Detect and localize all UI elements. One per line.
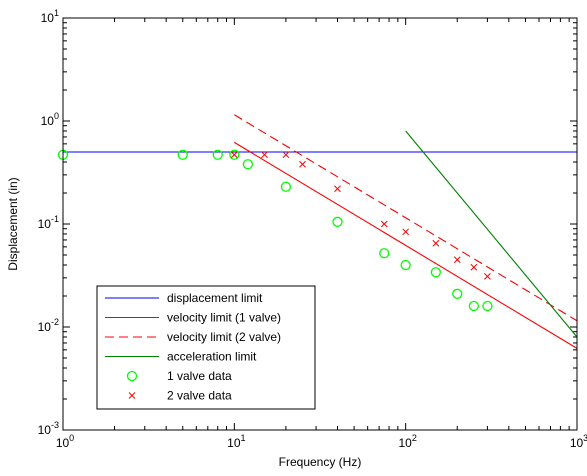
- data-point: [402, 228, 410, 236]
- data-point: [230, 151, 238, 159]
- series-line: [405, 130, 578, 338]
- legend-label: displacement limit: [167, 291, 263, 305]
- data-point: [280, 181, 292, 192]
- x-marker-stroke: [299, 160, 306, 168]
- x-marker-stroke: [432, 239, 440, 247]
- data-point: [334, 185, 341, 193]
- circle-marker: [400, 259, 411, 271]
- circle-marker: [212, 149, 223, 160]
- data-point: [453, 256, 461, 264]
- data-point: [261, 151, 268, 159]
- legend-item: 2 valve data: [128, 389, 232, 403]
- legend: displacement limit velocity limit (1 valv…: [96, 285, 316, 410]
- x-marker-stroke: [380, 220, 388, 228]
- data-point: [242, 159, 254, 170]
- x-tick-label: 101: [227, 433, 245, 450]
- circle-marker: [280, 181, 292, 192]
- legend-label: 1 valve data: [167, 369, 232, 383]
- data-point: [468, 300, 479, 312]
- y-tick-label: 100: [41, 111, 59, 128]
- x-marker-stroke: [128, 392, 136, 399]
- series-velocity-limit-1-valve: [234, 141, 578, 349]
- x-tick-label: 103: [570, 433, 587, 450]
- y-axis-label: Displacement (in): [6, 177, 20, 270]
- data-point: [482, 300, 493, 312]
- y-tick-label: 101: [41, 8, 59, 25]
- data-point: [430, 267, 441, 278]
- x-tick-label: 100: [56, 433, 74, 450]
- x-marker-stroke: [334, 185, 341, 193]
- data-point: [212, 149, 223, 160]
- x-marker-stroke: [230, 151, 238, 159]
- circle-marker: [430, 267, 441, 278]
- data-point: [484, 273, 491, 280]
- legend-item: acceleration limit: [105, 350, 257, 364]
- circle-marker: [482, 300, 493, 312]
- data-point: [400, 259, 411, 271]
- circle-marker: [452, 288, 463, 299]
- plot-frame: [62, 17, 578, 431]
- x-marker-stroke: [282, 151, 290, 159]
- series-1-valve-data: [57, 149, 493, 312]
- series-2-valve-data: [230, 151, 491, 280]
- series-velocity-limit-2-valve: [234, 114, 578, 322]
- circle-marker: [126, 370, 138, 382]
- series-line: [234, 141, 578, 349]
- legend-label: 2 valve data: [167, 389, 232, 403]
- y-tick-label: 10-1: [38, 214, 59, 231]
- x-marker-stroke: [261, 151, 268, 159]
- tick-marks: [62, 18, 577, 431]
- data-point: [332, 216, 343, 227]
- circle-marker: [379, 248, 390, 259]
- data-point: [177, 149, 188, 160]
- data-point: [299, 160, 306, 168]
- data-point: [282, 151, 290, 159]
- y-tick-label: 10-3: [38, 420, 59, 437]
- circle-marker: [177, 149, 188, 160]
- data-point: [432, 239, 440, 247]
- series-acceleration-limit: [405, 130, 578, 338]
- x-tick-label: 102: [398, 433, 416, 450]
- legend-box: [96, 285, 316, 410]
- circle-marker: [332, 216, 343, 227]
- circle-marker: [468, 300, 479, 312]
- x-marker-stroke: [470, 263, 478, 271]
- data-point: [229, 149, 240, 160]
- legend-label: acceleration limit: [167, 350, 257, 364]
- series-line: [234, 114, 578, 322]
- legend-label: velocity limit (1 valve): [167, 311, 281, 325]
- x-marker-stroke: [402, 228, 410, 236]
- data-point: [452, 288, 463, 299]
- legend-item: 1 valve data: [126, 369, 232, 383]
- x-marker-stroke: [453, 256, 461, 264]
- x-axis-label: Frequency (Hz): [279, 455, 362, 469]
- circle-marker: [229, 149, 240, 160]
- tick-labels: 100 101 102 103 10-3 10-2 10-1 100 101: [38, 8, 587, 450]
- legend-label: velocity limit (2 valve): [167, 330, 281, 344]
- data-point: [379, 248, 390, 259]
- x-marker-stroke: [484, 273, 491, 280]
- legend-item: displacement limit: [105, 291, 263, 305]
- data-point: [380, 220, 388, 228]
- y-tick-label: 10-2: [38, 317, 59, 334]
- data-point: [470, 263, 478, 271]
- series-layer: [57, 114, 578, 349]
- legend-item: velocity limit (2 valve): [105, 330, 281, 344]
- legend-item: velocity limit (1 valve): [105, 311, 281, 325]
- circle-marker: [242, 159, 254, 170]
